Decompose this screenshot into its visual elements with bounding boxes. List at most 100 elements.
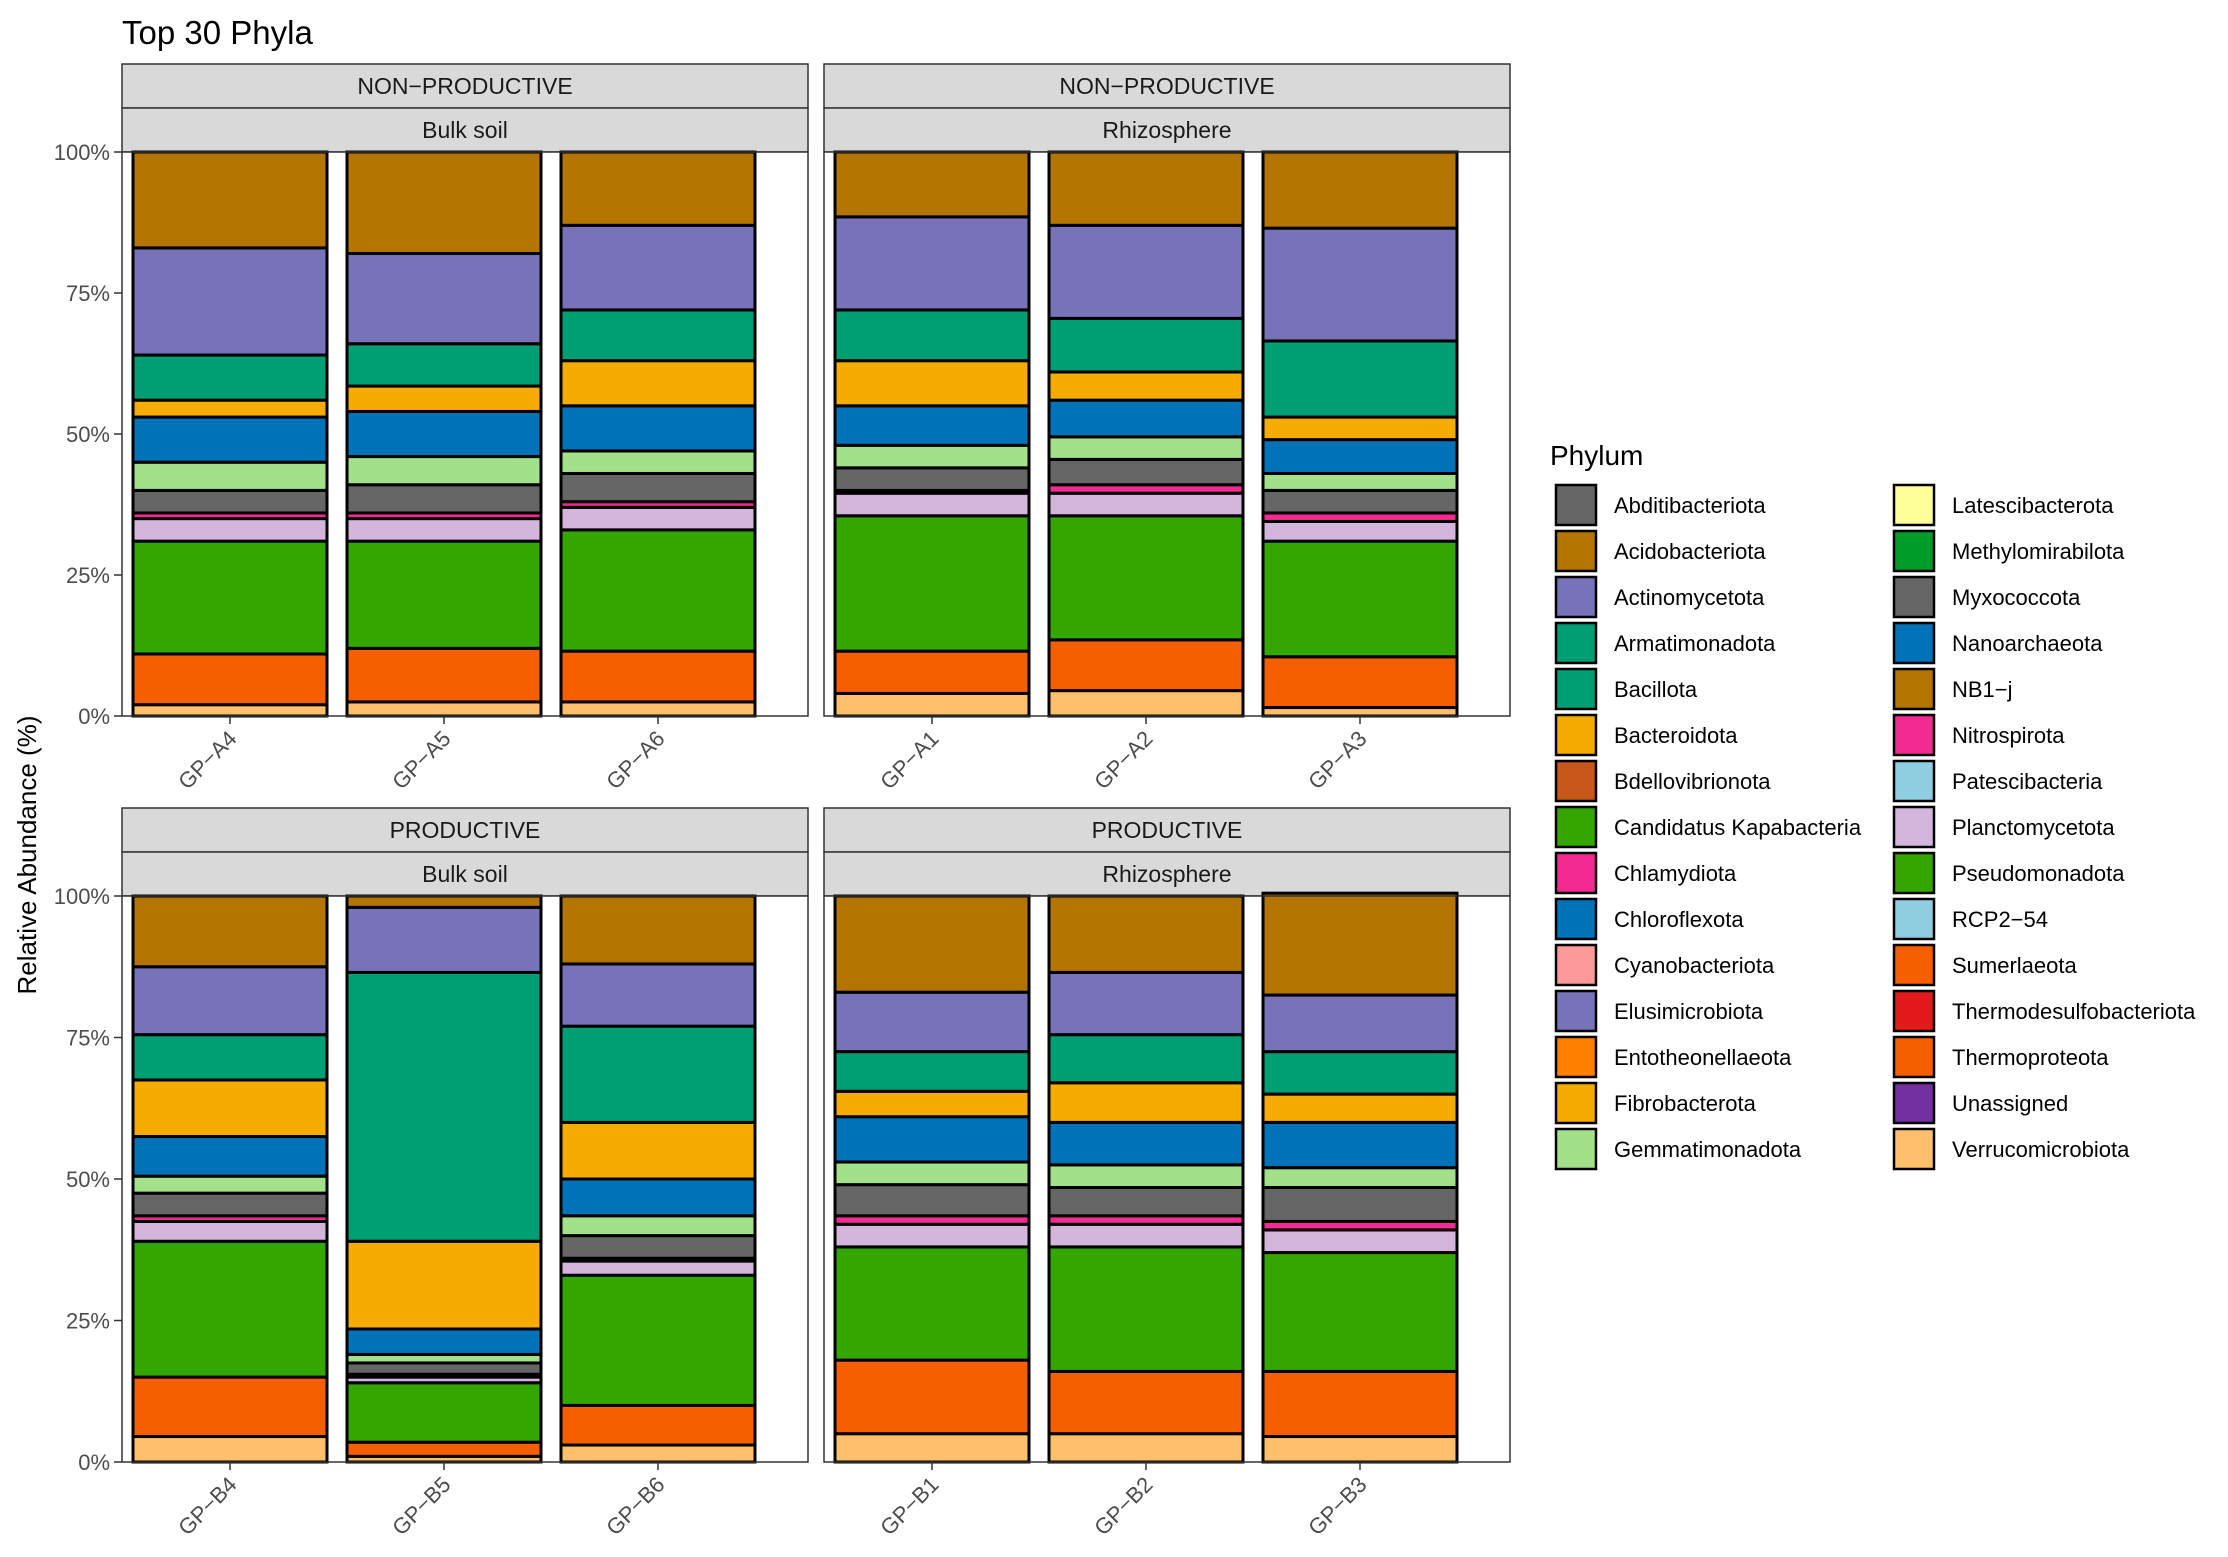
facet-strip-bottom — [121, 107, 809, 153]
bar-segment — [559, 449, 757, 475]
bar-segment — [345, 700, 543, 718]
bar-segment — [833, 1089, 1031, 1119]
bar-segment — [131, 965, 329, 1037]
legend-key — [1892, 943, 1936, 987]
bar-segment — [559, 1403, 757, 1447]
bar-segment — [1261, 438, 1459, 475]
bar-segment — [131, 1135, 329, 1178]
bar-segment — [131, 1219, 329, 1243]
facet-strip-bottom-label: Rhizosphere — [1102, 117, 1231, 143]
legend-label: Elusimicrobiota — [1614, 999, 1764, 1024]
bar-segment — [131, 894, 329, 969]
bar-segment — [1047, 435, 1245, 461]
bar-segment — [345, 970, 543, 1243]
bar-segment — [131, 1435, 329, 1464]
bar-segment — [833, 1050, 1031, 1093]
legend-key — [1892, 575, 1936, 619]
facet-strip-top — [121, 807, 809, 853]
bar-segment — [1261, 655, 1459, 710]
bar-segment — [559, 1273, 757, 1407]
bar-segment — [833, 691, 1031, 718]
legend-label: Methylomirabilota — [1952, 539, 2125, 564]
bar-segment — [1047, 689, 1245, 718]
bar-segment — [1047, 223, 1245, 320]
bar-segment — [1261, 519, 1459, 543]
y-tick-label: 25% — [66, 563, 110, 588]
bar-segment — [1047, 1120, 1245, 1167]
bar-segment — [131, 652, 329, 707]
legend-label: Sumerlaeota — [1952, 953, 2078, 978]
bar-segment — [1261, 1435, 1459, 1464]
legend-label: Patescibacteria — [1952, 769, 2103, 794]
legend-key — [1554, 667, 1598, 711]
legend-key — [1554, 759, 1598, 803]
legend-key — [1554, 575, 1598, 619]
bar-segment — [559, 1234, 757, 1260]
bar-segment — [559, 404, 757, 453]
bar-segment — [833, 359, 1031, 408]
bar-segment — [1261, 339, 1459, 419]
legend-label: Bdellovibrionota — [1614, 769, 1771, 794]
bar-segment — [131, 703, 329, 718]
bar-segment — [559, 223, 757, 312]
bar-segment — [1261, 226, 1459, 343]
facet-strip-bottom — [823, 107, 1511, 153]
y-tick-label: 100% — [54, 884, 110, 909]
bar-segment — [833, 443, 1031, 470]
bar-segment — [345, 150, 543, 256]
bar-segment — [559, 1443, 757, 1464]
bar-segment — [559, 962, 757, 1028]
legend-key — [1892, 897, 1936, 941]
bar-segment — [1261, 1050, 1459, 1096]
bar-segment — [345, 517, 543, 543]
bar-segment — [833, 894, 1031, 994]
legend-key — [1554, 851, 1598, 895]
bar-segment — [1047, 970, 1245, 1037]
bar-segment — [345, 539, 543, 650]
facet-strip-top-label: NON−PRODUCTIVE — [1059, 73, 1274, 99]
bar-segment — [1261, 1228, 1459, 1255]
bar-segment — [1261, 488, 1459, 515]
legend-label: Bacillota — [1614, 677, 1698, 702]
bar-segment — [345, 384, 543, 413]
facet-strip-bottom-label: Rhizosphere — [1102, 861, 1231, 887]
bar-segment — [131, 1033, 329, 1082]
y-tick-label: 100% — [54, 140, 110, 165]
facet-strip-top-label: PRODUCTIVE — [390, 817, 541, 843]
bar-segment — [559, 1214, 757, 1238]
y-tick-label: 25% — [66, 1309, 110, 1334]
legend-key — [1892, 621, 1936, 665]
legend-label: RCP2−54 — [1952, 907, 2048, 932]
y-tick-label: 75% — [66, 1026, 110, 1051]
bar-segment — [131, 1078, 329, 1139]
bar-segment — [833, 649, 1031, 695]
bar-segment — [1047, 398, 1245, 439]
bar-segment — [833, 1183, 1031, 1218]
facet-strip-top-label: NON−PRODUCTIVE — [357, 73, 572, 99]
panel-border — [823, 895, 1511, 1463]
bar-segment — [345, 483, 543, 515]
legend-label: Gemmatimonadota — [1614, 1137, 1802, 1162]
bar-segment — [131, 1191, 329, 1218]
legend-key — [1892, 529, 1936, 573]
bar-segment — [131, 415, 329, 464]
bar-segment — [559, 1259, 757, 1277]
y-tick-label: 50% — [66, 422, 110, 447]
bar-segment — [1261, 993, 1459, 1054]
bar-segment — [1261, 150, 1459, 230]
legend-title: Phylum — [1550, 440, 1643, 471]
legend-key — [1554, 1035, 1598, 1079]
legend-key — [1892, 667, 1936, 711]
bar-segment — [559, 700, 757, 718]
legend-key — [1554, 483, 1598, 527]
bar-segment — [559, 505, 757, 532]
bar-segment — [131, 1239, 329, 1379]
bar-segment — [345, 1239, 543, 1331]
bar-segment — [131, 246, 329, 357]
legend-label: Chloroflexota — [1614, 907, 1744, 932]
bar-segment — [559, 1177, 757, 1218]
legend-key — [1554, 1081, 1598, 1125]
bar-segment — [131, 1174, 329, 1195]
